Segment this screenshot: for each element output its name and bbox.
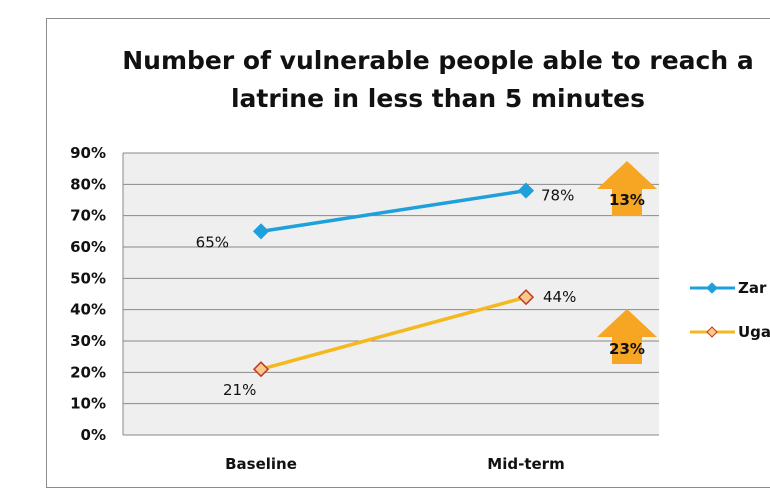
legend-label: Zar (738, 279, 767, 297)
x-category-label: Baseline (225, 455, 297, 473)
data-point (517, 182, 535, 199)
legend-marker (706, 326, 718, 338)
y-axis-ticks: 0% 10% 20% 30% 40% 50% 60% 70% 80% 90% (70, 144, 106, 444)
data-label: 21% (223, 381, 256, 399)
data-label: 65% (196, 233, 229, 251)
y-tick-label: 80% (70, 175, 106, 193)
line-chart: 0% 10% 20% 30% 40% 50% 60% 70% 80% 90% Baseline Mi… (70, 144, 770, 473)
series-line (260, 295, 527, 371)
y-tick-label: 0% (81, 426, 106, 444)
chart-title: Number of vulnerable people able to reac… (122, 46, 754, 113)
change-label: 13% (609, 191, 645, 209)
y-tick-label: 30% (70, 332, 106, 350)
x-axis-categories: Baseline Mid-term (225, 455, 565, 473)
legend-marker (706, 282, 718, 294)
data-point (252, 223, 270, 240)
y-tick-label: 70% (70, 207, 106, 225)
data-label: 44% (543, 288, 576, 306)
y-tick-label: 20% (70, 363, 106, 381)
plot-area (123, 153, 659, 435)
data-label: 78% (541, 187, 574, 205)
data-point (252, 361, 270, 378)
y-tick-label: 90% (70, 144, 106, 162)
y-tick-label: 40% (70, 301, 106, 319)
x-category-label: Mid-term (487, 455, 564, 473)
change-label: 23% (609, 340, 645, 358)
y-tick-label: 50% (70, 269, 106, 287)
change-arrow-icon (597, 161, 657, 216)
gridlines (122, 152, 659, 436)
y-tick-label: 10% (70, 395, 106, 413)
data-point (517, 289, 535, 306)
legend: Zar Uga (690, 279, 770, 341)
y-tick-label: 60% (70, 238, 106, 256)
series-line (260, 188, 527, 234)
legend-label: Uga (738, 323, 770, 341)
series-lines: 65% 78% 21% 44% (196, 182, 576, 399)
change-arrow-icon (597, 309, 657, 364)
change-arrows: 13% 23% (597, 161, 657, 364)
